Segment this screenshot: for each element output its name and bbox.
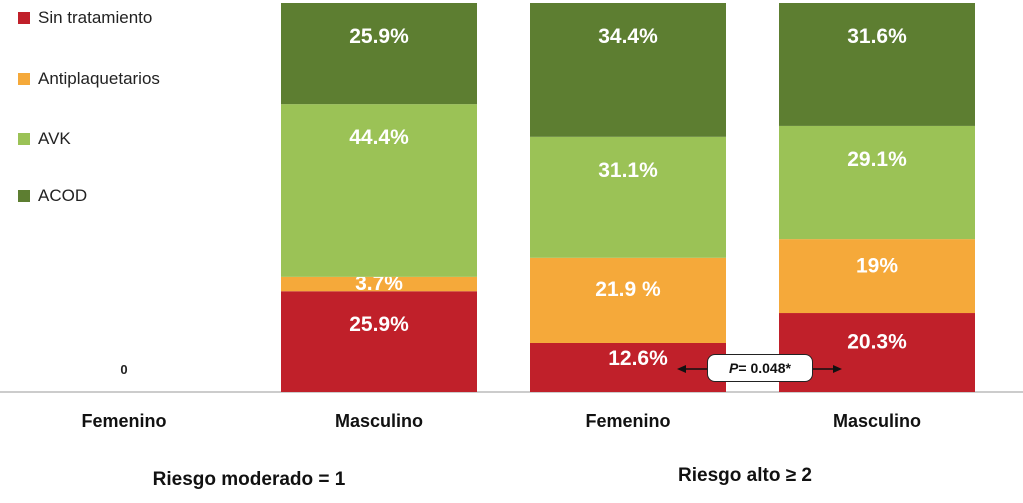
bar-segment-acod: [281, 3, 477, 105]
data-label: 19%: [856, 254, 898, 277]
legend-swatch: [18, 133, 30, 145]
p-arrow-left-head: [677, 365, 686, 373]
data-label: 3.7%: [355, 272, 403, 295]
bar-segment-acod: [779, 3, 975, 126]
legend-item-acod: ACOD: [18, 186, 87, 206]
bar-segment-avk: [779, 125, 975, 240]
legend-item-avk: AVK: [18, 129, 71, 149]
legend-item-antiplaquetarios: Antiplaquetarios: [18, 69, 160, 89]
p-value-annotation: P = 0.048*: [707, 354, 813, 382]
p-value-text: = 0.048*: [738, 360, 791, 376]
group-label-riesgo-moderado: Riesgo moderado = 1: [152, 469, 346, 490]
x-tick-label: Masculino: [833, 411, 921, 431]
legend-label: Sin tratamiento: [38, 8, 153, 27]
x-tick-label: Femenino: [585, 411, 670, 431]
legend-item-sin-tratamiento: Sin tratamiento: [18, 8, 152, 28]
legend-label: AVK: [38, 129, 71, 148]
legend-label: ACOD: [38, 186, 88, 205]
bar-segment-avk: [281, 104, 477, 277]
legend-swatch: [18, 73, 30, 85]
x-tick-label: Masculino: [335, 411, 423, 431]
data-label: 29.1%: [847, 148, 907, 171]
data-label: 0: [120, 362, 127, 377]
legend-swatch: [18, 12, 30, 24]
bar-segment-sin-tratamiento: [530, 342, 726, 392]
group-label-riesgo-alto: Riesgo alto ≥ 2: [678, 465, 812, 486]
x-tick-label: Femenino: [81, 411, 166, 431]
data-label: 25.9%: [349, 313, 409, 336]
data-label: 34.4%: [598, 25, 658, 48]
bar-segment-antiplaquetarios: [530, 257, 726, 343]
data-label: 20.3%: [847, 331, 907, 354]
bar-segment-antiplaquetarios: [779, 239, 975, 314]
legend-label: Antiplaquetarios: [38, 69, 160, 88]
legend-swatch: [18, 190, 30, 202]
bar-segment-sin-tratamiento: [281, 291, 477, 392]
data-label: 31.1%: [598, 159, 658, 182]
data-label: 12.6%: [608, 347, 668, 370]
data-label: 44.4%: [349, 126, 409, 149]
bar-segment-antiplaquetarios: [281, 276, 477, 292]
bar-segment-acod: [530, 3, 726, 137]
bar-segment-avk: [530, 136, 726, 258]
p-arrow-right-head: [833, 365, 842, 373]
p-value-symbol: P: [729, 360, 739, 376]
data-label: 21.9 %: [595, 278, 661, 301]
bar-segment-sin-tratamiento: [779, 313, 975, 392]
data-label: 25.9%: [349, 25, 409, 48]
data-label: 31.6%: [847, 25, 907, 48]
